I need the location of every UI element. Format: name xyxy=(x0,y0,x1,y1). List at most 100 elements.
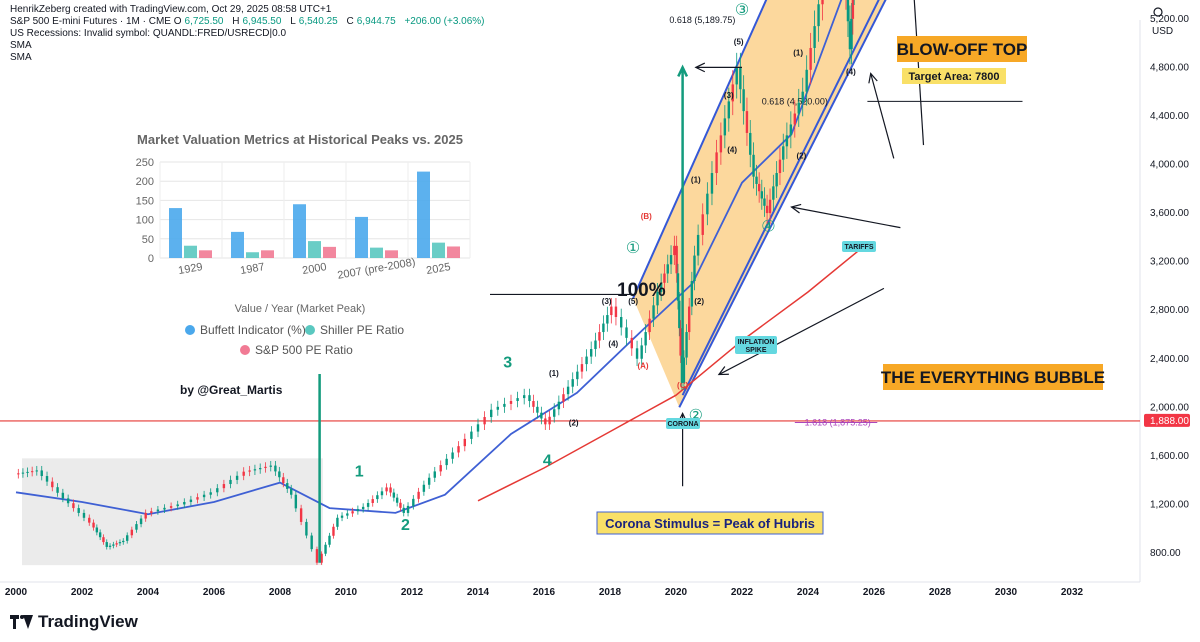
candle-body xyxy=(640,345,643,359)
price-tick-label: 4,000.00 xyxy=(1150,160,1189,171)
channel-lower-line xyxy=(678,0,887,408)
time-tick-label: 2018 xyxy=(599,587,622,598)
candle-body xyxy=(557,401,561,410)
sub-wave-label: (A) xyxy=(637,361,648,370)
wave-label: 3 xyxy=(503,354,512,371)
candle-body xyxy=(278,471,281,478)
candle-body xyxy=(785,135,789,147)
channel-inner-line xyxy=(681,0,880,396)
time-tick-label: 2004 xyxy=(137,587,160,598)
indicator-sma-2[interactable]: SMA xyxy=(10,52,32,63)
sub-wave-label: (2) xyxy=(569,419,579,428)
inset-x-tick: 1987 xyxy=(239,261,265,277)
candle-body xyxy=(412,498,415,506)
sub-wave-label: (4) xyxy=(727,145,737,154)
candle-body xyxy=(548,416,551,425)
candle-body xyxy=(346,513,349,516)
candle-body xyxy=(395,497,399,503)
candle-body xyxy=(739,67,742,90)
candle-body xyxy=(392,492,396,498)
price-tick-label: 3,600.00 xyxy=(1150,208,1189,219)
candle-body xyxy=(229,479,232,485)
inset-y-tick: 0 xyxy=(148,253,154,265)
black-arrow-bubble-4 xyxy=(718,287,885,376)
candle-body xyxy=(118,542,122,544)
corona-tag-text: CORONA xyxy=(667,421,698,428)
indicator-sma-1[interactable]: SMA xyxy=(10,40,32,51)
candle-body xyxy=(516,398,519,402)
candle-body xyxy=(476,424,480,432)
candle-body xyxy=(745,111,749,133)
target-area-callout-bg xyxy=(902,68,1006,84)
candle-body xyxy=(768,199,772,214)
sub-wave-label: (4) xyxy=(608,340,618,349)
candle-body xyxy=(470,431,473,439)
blow-off-top-callout-bg xyxy=(897,36,1027,62)
inset-bar xyxy=(231,231,244,258)
candle-body xyxy=(361,506,365,510)
candle-body xyxy=(723,118,727,136)
candle-body xyxy=(202,494,206,498)
inset-legend-label: S&P 500 PE Ratio xyxy=(255,343,353,357)
candle-body xyxy=(115,543,118,545)
price-tick-label: 1,600.00 xyxy=(1150,451,1189,462)
candle-body xyxy=(144,512,147,519)
candle-body xyxy=(310,535,313,550)
candle-body xyxy=(242,471,245,476)
ohlc-values: O 6,725.50 H 6,945.50 L 6,540.25 C 6,944.75 … xyxy=(173,16,485,27)
candle-body xyxy=(809,47,812,70)
corona-tag: CORONA xyxy=(666,418,700,429)
candle-body xyxy=(422,484,426,492)
indicator-recessions[interactable]: US Recessions: Invalid symbol: QUANDL:FR… xyxy=(10,28,287,39)
candle-body xyxy=(652,305,655,319)
candle-body xyxy=(61,492,65,499)
candle-body xyxy=(663,273,666,283)
sma-short-line xyxy=(15,0,843,516)
time-tick-label: 2030 xyxy=(995,587,1018,598)
sub-wave-label: (B) xyxy=(641,212,652,221)
candle-body xyxy=(755,176,758,184)
symbol-name[interactable]: S&P 500 E-mini Futures · 1M · CME xyxy=(10,16,171,27)
channel-upper-line xyxy=(632,0,768,299)
candle-body xyxy=(209,492,212,495)
candle-body xyxy=(851,0,855,19)
candle-body xyxy=(66,498,70,504)
candle-body xyxy=(336,517,339,527)
change-value: +206.00 (+3.06%) xyxy=(404,16,485,27)
candle-body xyxy=(248,470,251,472)
candle-body xyxy=(451,452,454,459)
wave-label: 1 xyxy=(355,464,364,481)
price-tick-label: 3,200.00 xyxy=(1150,257,1189,268)
everything-bubble-callout-text: THE EVERYTHING BUBBLE xyxy=(881,368,1105,387)
inset-bar xyxy=(385,250,398,258)
inset-bar xyxy=(293,204,306,258)
candle-body xyxy=(112,544,115,546)
price-tick-label: 2,400.00 xyxy=(1150,354,1189,365)
tradingview-logo[interactable]: TradingView xyxy=(10,612,138,632)
target-area-callout: Target Area: 7800 xyxy=(902,68,1006,84)
price-badge-text: 1,888.00 xyxy=(1150,416,1189,427)
candle-body xyxy=(399,502,402,508)
circled-wave-label: ④ xyxy=(761,218,775,235)
candle-body xyxy=(562,394,565,402)
price-unit-label: USD xyxy=(1152,26,1173,37)
candle-body xyxy=(305,521,308,536)
price-tick-label: 2,000.00 xyxy=(1150,402,1189,413)
inset-y-tick: 100 xyxy=(136,215,154,227)
inset-bar xyxy=(355,216,368,258)
candle-body xyxy=(610,306,613,316)
inset-legend-label: Shiller PE Ratio xyxy=(320,323,404,337)
inset-legend-label: Buffett Indicator (%) xyxy=(200,323,306,337)
settings-icon-ring xyxy=(1153,7,1163,17)
fib-level-label: 0.618 (5,189.75) xyxy=(669,15,735,25)
candle-body xyxy=(576,371,579,380)
candle-body xyxy=(719,135,723,153)
candle-body xyxy=(850,18,853,50)
time-tick-label: 2020 xyxy=(665,587,688,598)
corona-stimulus-bg xyxy=(596,511,824,535)
candle-body xyxy=(509,401,513,404)
everything-bubble-callout-bg xyxy=(883,364,1103,390)
candle-body xyxy=(772,186,775,200)
tariffs-tag: TARIFFS xyxy=(842,241,876,252)
